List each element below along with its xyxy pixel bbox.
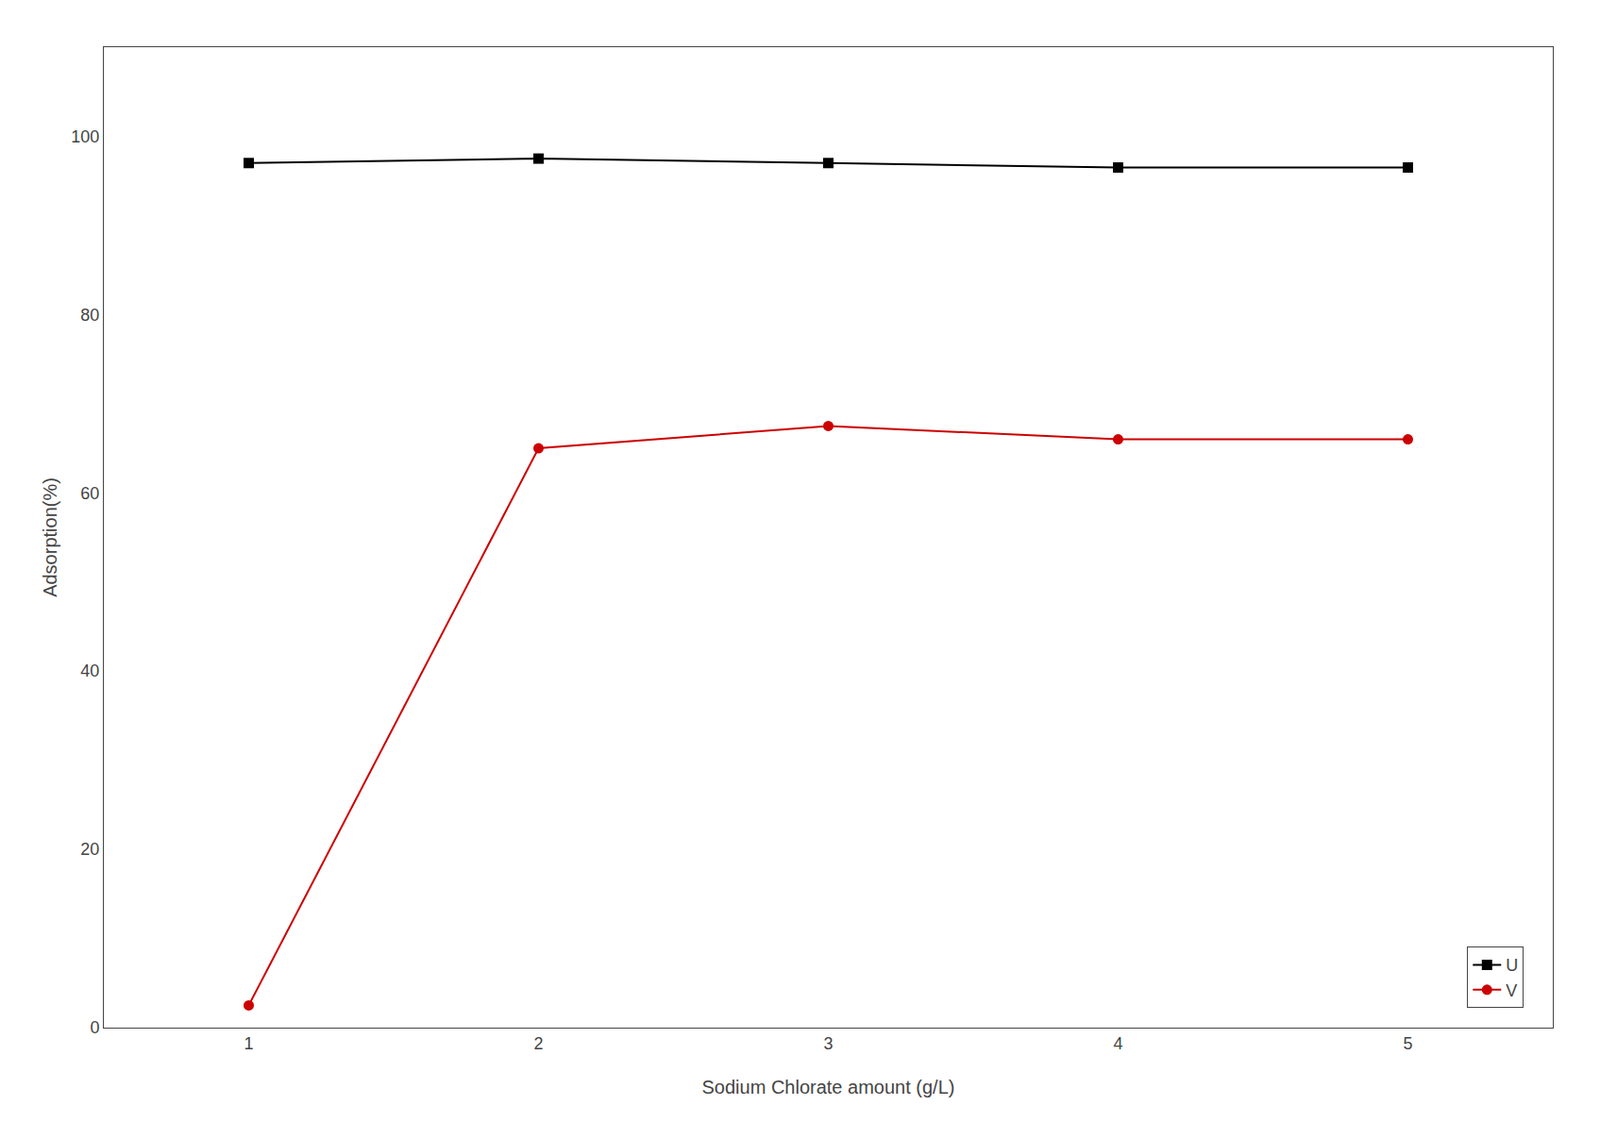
svg-text:40: 40	[80, 661, 100, 681]
svg-text:5: 5	[1402, 1034, 1413, 1054]
svg-text:Sodium Chlorate amount (g/L): Sodium Chlorate amount (g/L)	[702, 1077, 956, 1098]
svg-text:2: 2	[533, 1034, 543, 1054]
svg-text:U: U	[1505, 956, 1518, 976]
svg-text:1: 1	[243, 1034, 253, 1054]
svg-text:4: 4	[1112, 1034, 1123, 1054]
svg-text:60: 60	[80, 484, 100, 504]
svg-text:V: V	[1505, 981, 1517, 1001]
svg-text:3: 3	[823, 1034, 833, 1054]
svg-text:80: 80	[80, 305, 100, 325]
svg-text:Adsorption(%): Adsorption(%)	[39, 477, 61, 598]
svg-text:0: 0	[89, 1018, 100, 1038]
svg-text:20: 20	[80, 840, 100, 859]
svg-text:100: 100	[70, 127, 100, 147]
